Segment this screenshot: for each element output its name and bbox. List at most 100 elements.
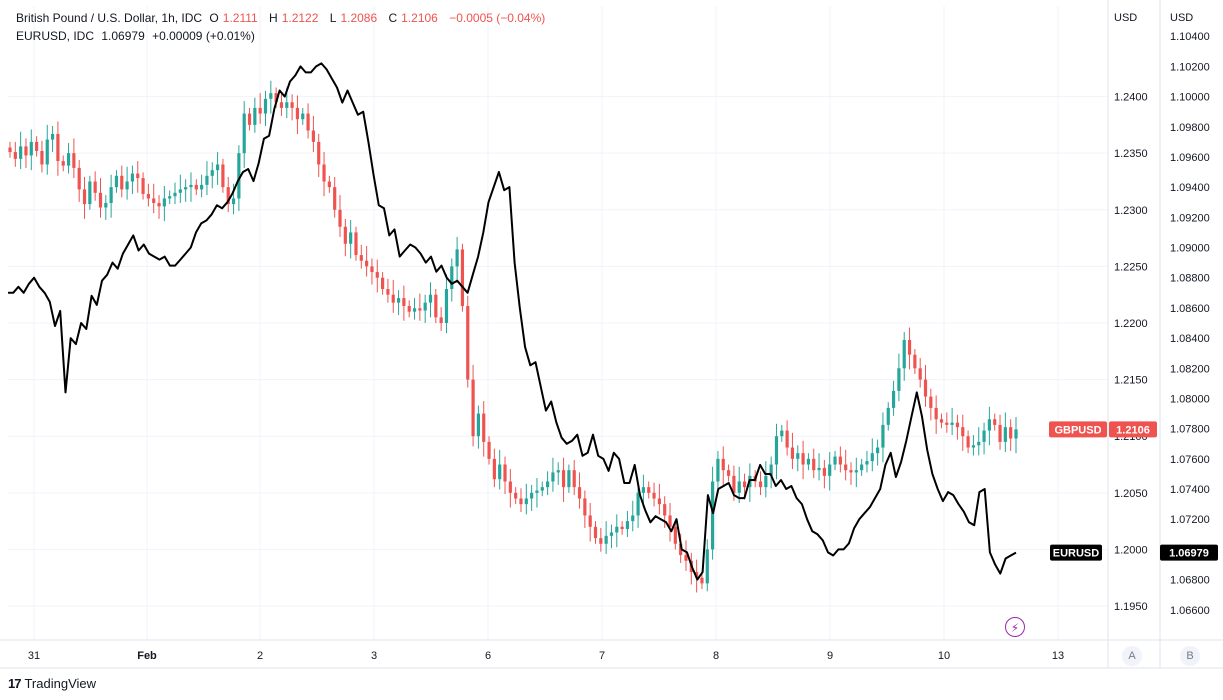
axis-a-tick-label: 1.2050 (1114, 488, 1148, 500)
candle-body (631, 515, 635, 522)
candle-body (487, 441, 491, 459)
candle-body (205, 175, 209, 185)
candle-body (1009, 427, 1013, 439)
candle-body (104, 202, 108, 208)
candle-body (780, 430, 784, 437)
axis-b-tick-label: 1.09600 (1170, 152, 1210, 164)
candle-body (913, 354, 917, 369)
candle-body (726, 470, 731, 476)
compare-symbol-title: EURUSD, IDC (16, 29, 95, 43)
candle-body (306, 113, 310, 131)
eurusd-last-price: 1.06979 (1169, 548, 1209, 560)
candle-body (402, 298, 406, 307)
axis-b-button[interactable]: B (1180, 646, 1200, 666)
candle-body (535, 490, 539, 493)
tradingview-logo[interactable]: 17 TradingView (8, 676, 96, 691)
candle-body (50, 133, 55, 140)
candle-body (524, 498, 528, 505)
candle-body (721, 458, 725, 471)
compare-series-legend[interactable]: EURUSD, IDC 1.06979 +0.00009 (+0.01%) (16, 29, 259, 43)
axis-a-button[interactable]: A (1122, 646, 1142, 666)
candle-body (8, 147, 12, 153)
candle-body (418, 308, 422, 311)
candle-body (343, 226, 347, 244)
candle-body (561, 470, 566, 488)
candle-body (737, 481, 741, 493)
main-series-legend[interactable]: British Pound / U.S. Dollar, 1h, IDC O 1.… (16, 11, 549, 25)
candle-body (24, 146, 28, 156)
axis-a-tick-label: 1.2150 (1114, 375, 1148, 387)
candle-body (476, 413, 480, 437)
candle-body (700, 577, 704, 584)
time-tick-label: 8 (713, 650, 719, 662)
axis-b-tick-label: 1.08000 (1170, 393, 1210, 405)
candle-body (56, 133, 60, 162)
candle-body (29, 141, 33, 156)
candle-body (652, 492, 656, 499)
candle-body (769, 464, 773, 476)
candle-body (939, 419, 944, 423)
candle-body (349, 232, 353, 244)
candle-body (333, 187, 337, 210)
price-axes[interactable]: USD USD 1.2400 1.2350 1.2300 1.2250 1.2200 1.21… (0, 0, 1223, 669)
axis-a-tick-label: 1.2000 (1114, 544, 1148, 556)
candle-body (82, 189, 87, 205)
candle-body (620, 526, 624, 530)
close-label: C (388, 11, 398, 25)
candle-body (641, 487, 646, 493)
candle-body (295, 107, 300, 120)
candle-body (849, 470, 853, 473)
axis-a-tick-label: 1.2400 (1114, 92, 1148, 104)
ohlc-high: H 1.2122 (269, 11, 322, 25)
candle-body (929, 396, 933, 408)
candle-body (88, 181, 92, 205)
candle-body (833, 456, 837, 465)
candle-body (732, 475, 736, 493)
axis-a-tick-label: 1.2200 (1114, 318, 1148, 330)
candle-body (577, 487, 582, 499)
candle-body (546, 481, 550, 488)
candle-body (860, 464, 864, 471)
candle-body (945, 422, 949, 425)
open-label: O (209, 11, 219, 25)
candle-body (35, 141, 39, 151)
eurusd-series-tag (1050, 544, 1102, 561)
gbpusd-series-label: GBPUSD (1054, 424, 1101, 436)
axis-b-tick-label: 1.07800 (1170, 424, 1210, 436)
axis-b-tick-label: 1.10400 (1170, 31, 1210, 43)
candle-body (253, 107, 257, 125)
candle-body (881, 424, 885, 448)
candle-body (19, 146, 23, 159)
lightning-icon[interactable]: ⚡ (1005, 617, 1025, 637)
axis-b-tick-label: 1.06600 (1170, 605, 1210, 617)
candle-body (977, 441, 981, 446)
compare-value: 1.06979 (101, 29, 145, 43)
candle-body (242, 113, 246, 154)
ohlc-open: O 1.2111 (209, 11, 261, 25)
candle-body (359, 255, 363, 261)
time-axis[interactable]: 31 Feb 2 3 6 7 8 9 10 13 (28, 650, 1064, 662)
candle-body (498, 464, 502, 480)
candle-body (61, 161, 65, 166)
candle-body (668, 515, 672, 527)
candle-body (93, 181, 97, 193)
candle-body (434, 294, 438, 318)
candle-body (838, 456, 842, 465)
candle-body (567, 470, 571, 488)
candle-body (66, 153, 71, 166)
low-value: 1.2086 (340, 11, 378, 25)
candle-body (162, 198, 166, 207)
candle-body (178, 189, 182, 193)
candle-body (599, 538, 603, 544)
time-tick-label: 13 (1052, 650, 1064, 662)
candle-body (492, 458, 496, 480)
candle-body (221, 164, 225, 188)
candle-body (460, 249, 465, 307)
candle-body (684, 555, 688, 561)
candle-body (370, 266, 374, 273)
time-tick-label: 2 (257, 650, 263, 662)
eurusd-price-tag (1160, 544, 1218, 561)
ohlc-close: C 1.2106 (388, 11, 441, 25)
